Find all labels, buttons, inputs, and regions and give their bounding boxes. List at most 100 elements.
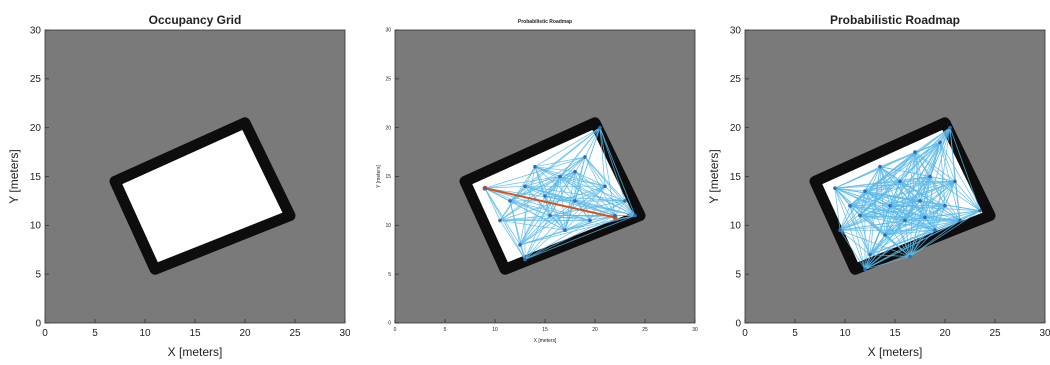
roadmap-edge bbox=[909, 205, 946, 257]
roadmap-edge bbox=[879, 166, 886, 236]
roadmap-edge bbox=[914, 141, 941, 153]
roadmap-edge bbox=[884, 220, 961, 236]
roadmap-edge bbox=[524, 215, 616, 260]
roadmap-chart-large: 0 5 10 15 20 25 30 0 5 10 15 20 25 30 Probabilistic Ro… bbox=[707, 13, 1050, 359]
roadmap-node bbox=[603, 184, 607, 189]
x-tick-label: 25 bbox=[289, 328, 301, 339]
roadmap-edge bbox=[534, 127, 601, 168]
roadmap-edge bbox=[859, 200, 921, 216]
room-free-space bbox=[109, 117, 296, 275]
roadmap-edge bbox=[484, 185, 526, 189]
roadmap-edge bbox=[524, 176, 561, 260]
x-axis-label: X [meters] bbox=[868, 345, 923, 359]
roadmap-edge bbox=[484, 188, 501, 221]
chart-title: Occupancy Grid bbox=[149, 13, 242, 27]
roadmap-edge bbox=[544, 171, 576, 197]
roadmap-panel-large: 0 5 10 15 20 25 30 0 5 10 15 20 25 30 Probabilistic Ro… bbox=[700, 0, 1050, 360]
x-tick-label: 15 bbox=[189, 328, 201, 339]
roadmap-edge bbox=[524, 185, 566, 231]
y-tick-label: 0 bbox=[388, 321, 391, 327]
roadmap-edge bbox=[869, 166, 881, 255]
roadmap-edge bbox=[534, 156, 586, 168]
roadmap-edge bbox=[564, 171, 576, 231]
x-axis-label: X [meters] bbox=[168, 345, 223, 359]
roadmap-node bbox=[518, 243, 522, 247]
roadmap-node bbox=[838, 228, 842, 233]
roadmap-edge bbox=[879, 166, 891, 206]
y-tick-label: 25 bbox=[30, 74, 42, 85]
roadmap-edge bbox=[524, 185, 546, 197]
roadmap-node bbox=[908, 254, 912, 259]
roadmap-edge bbox=[889, 205, 936, 231]
y-tick-label: 25 bbox=[385, 77, 391, 83]
roadmap-edge bbox=[559, 176, 606, 187]
roadmap-edge bbox=[864, 234, 886, 270]
roadmap-edge bbox=[864, 166, 881, 192]
x-tick-label: 15 bbox=[542, 327, 548, 333]
x-tick-label: 20 bbox=[939, 328, 951, 339]
roadmap-edge bbox=[534, 166, 576, 173]
roadmap-edge bbox=[954, 181, 961, 221]
roadmap-edge bbox=[599, 127, 636, 216]
roadmap-edge bbox=[919, 142, 941, 202]
roadmap-edge bbox=[534, 166, 636, 216]
x-tick-label: 25 bbox=[642, 327, 648, 333]
roadmap-node bbox=[848, 204, 852, 208]
roadmap-edge bbox=[534, 166, 626, 202]
roadmap-edge bbox=[499, 220, 526, 260]
roadmap-edge bbox=[534, 166, 551, 216]
roadmap-edge bbox=[849, 181, 901, 207]
roadmap-edge bbox=[914, 152, 921, 201]
roadmap-edge bbox=[564, 215, 616, 231]
roadmap-node bbox=[898, 179, 902, 184]
roadmap-node bbox=[948, 125, 952, 130]
roadmap-edge bbox=[524, 200, 576, 260]
roadmap-node bbox=[533, 164, 537, 169]
roadmap-edge bbox=[624, 200, 636, 216]
roadmap-node bbox=[883, 233, 887, 237]
roadmap-node bbox=[903, 218, 907, 223]
roadmap-node bbox=[573, 199, 577, 203]
roadmap-edge bbox=[914, 151, 956, 182]
roadmap-edge bbox=[574, 171, 616, 216]
y-tick-label: 10 bbox=[730, 221, 742, 232]
roadmap-edge bbox=[484, 176, 561, 189]
roadmap-edge bbox=[574, 171, 636, 216]
y-tick-label: 20 bbox=[385, 125, 391, 131]
roadmap-node bbox=[833, 186, 837, 191]
roadmap-edge bbox=[834, 187, 851, 207]
x-tick-label: 10 bbox=[492, 327, 498, 333]
roadmap-edge bbox=[954, 181, 981, 211]
roadmap-edge bbox=[849, 127, 951, 207]
roadmap-edge bbox=[939, 142, 981, 211]
roadmap-edge bbox=[574, 156, 586, 202]
roadmap-edge bbox=[924, 217, 961, 221]
roadmap-edge bbox=[849, 205, 926, 218]
roadmap-panel-small: 0 5 10 15 20 25 30 0 5 10 15 20 25 30 Probabilistic Ro… bbox=[350, 0, 700, 360]
roadmap-edge bbox=[484, 187, 551, 216]
chart-title: Probabilistic Roadmap bbox=[518, 19, 572, 25]
x-tick-label: 25 bbox=[989, 328, 1001, 339]
roadmap-node bbox=[913, 150, 917, 154]
x-tick-label: 20 bbox=[592, 327, 598, 333]
roadmap-edge bbox=[559, 156, 586, 177]
roadmap-node bbox=[573, 169, 577, 174]
roadmap-edge bbox=[864, 190, 911, 257]
roadmap-node bbox=[923, 215, 927, 220]
roadmap-edge bbox=[584, 127, 601, 158]
roadmap-edge bbox=[904, 217, 926, 221]
roadmap-edge bbox=[869, 210, 981, 256]
roadmap-node bbox=[563, 228, 567, 233]
roadmap-node bbox=[868, 252, 872, 257]
x-tick-label: 30 bbox=[1039, 328, 1050, 339]
planned-path-segment bbox=[484, 187, 616, 219]
roadmap-node bbox=[523, 184, 527, 189]
y-axis-label: Y [meters] bbox=[376, 165, 382, 188]
roadmap-edge bbox=[944, 205, 961, 221]
roadmap-node bbox=[483, 186, 487, 191]
roadmap-edge bbox=[889, 205, 926, 218]
roadmap-node bbox=[543, 194, 547, 198]
roadmap-edge bbox=[909, 181, 956, 257]
roadmap-node bbox=[613, 213, 617, 218]
roadmap-edge bbox=[524, 127, 601, 187]
